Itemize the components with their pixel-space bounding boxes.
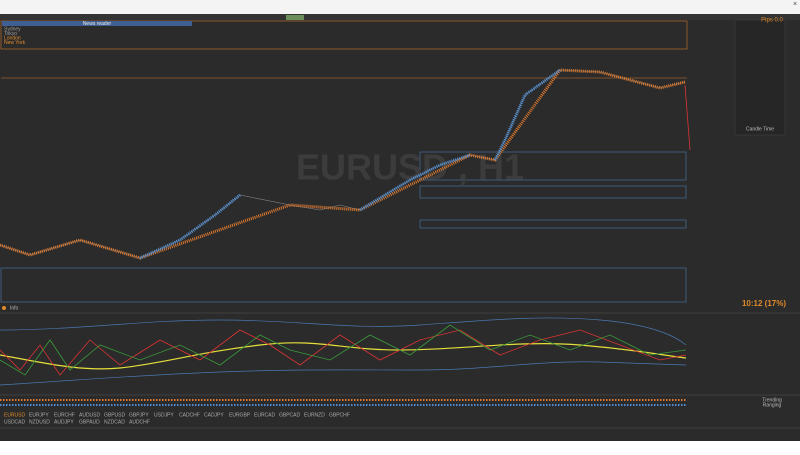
band-upper bbox=[0, 317, 687, 346]
strip-label: Ranging bbox=[763, 402, 782, 408]
symbol[interactable]: CADCHF bbox=[179, 412, 200, 418]
symbol[interactable]: USDJPY bbox=[154, 412, 174, 418]
candle-time-label: Candle Time bbox=[746, 126, 774, 132]
news-bar[interactable] bbox=[2, 21, 192, 26]
symbol[interactable]: NZDCAD bbox=[104, 419, 125, 425]
zone bbox=[0, 267, 687, 303]
symbol[interactable]: NZDUSD bbox=[29, 419, 50, 425]
trend-orange bbox=[0, 68, 686, 260]
session: New York bbox=[4, 40, 26, 46]
symbol[interactable]: GBPCHF bbox=[329, 412, 350, 418]
symbol[interactable]: EURGBP bbox=[229, 412, 251, 418]
signal-red bbox=[0, 329, 687, 376]
band-lower bbox=[0, 361, 687, 386]
symbol-row: EURUSD EURJPY EURCHF AUDUSD GBPUSD GBPJPY USDJ… bbox=[4, 412, 350, 425]
symbol[interactable]: CADJPY bbox=[204, 412, 224, 418]
strip-label: Trending bbox=[762, 397, 782, 403]
symbol[interactable]: AUDUSD bbox=[79, 412, 101, 418]
signal-green bbox=[0, 324, 687, 376]
symbol[interactable]: GBPUSD bbox=[104, 412, 126, 418]
symbol[interactable]: GBPCAD bbox=[279, 412, 301, 418]
close-icon[interactable]: × bbox=[793, 1, 797, 8]
symbol[interactable]: EURUSD bbox=[4, 412, 26, 418]
symbol[interactable]: USDCAD bbox=[4, 419, 26, 425]
session: London bbox=[4, 35, 21, 41]
symbol[interactable]: EURCAD bbox=[254, 412, 276, 418]
watermark: EURUSD , H1 bbox=[296, 147, 524, 188]
symbol[interactable]: AUDJPY bbox=[54, 419, 74, 425]
symbol[interactable]: AUDCHF bbox=[129, 419, 150, 425]
symbol[interactable]: EURCHF bbox=[54, 412, 75, 418]
trend-blue bbox=[139, 68, 561, 260]
zone bbox=[0, 20, 688, 50]
symbol[interactable]: EURNZD bbox=[304, 412, 325, 418]
pips: Pips 0.0 bbox=[761, 18, 783, 24]
info-panel bbox=[734, 19, 786, 136]
symbol[interactable]: GBPAUD bbox=[79, 419, 100, 425]
indicator-icon[interactable] bbox=[2, 306, 6, 310]
news-reader[interactable]: News reader bbox=[83, 21, 112, 27]
zone bbox=[419, 185, 687, 199]
symbol[interactable]: GBPJPY bbox=[129, 412, 149, 418]
indicator-label: Info bbox=[10, 305, 19, 311]
projection bbox=[684, 84, 691, 151]
session: Tokyo bbox=[4, 31, 17, 37]
active-tab[interactable] bbox=[286, 15, 304, 20]
zone bbox=[419, 151, 687, 181]
title-bar bbox=[0, 0, 800, 14]
symbol[interactable]: EURJPY bbox=[29, 412, 49, 418]
tab-row bbox=[0, 14, 800, 20]
session: Sydney bbox=[4, 26, 21, 32]
candle-timer: 10:12 (17%) bbox=[742, 299, 786, 308]
zone bbox=[419, 219, 687, 229]
